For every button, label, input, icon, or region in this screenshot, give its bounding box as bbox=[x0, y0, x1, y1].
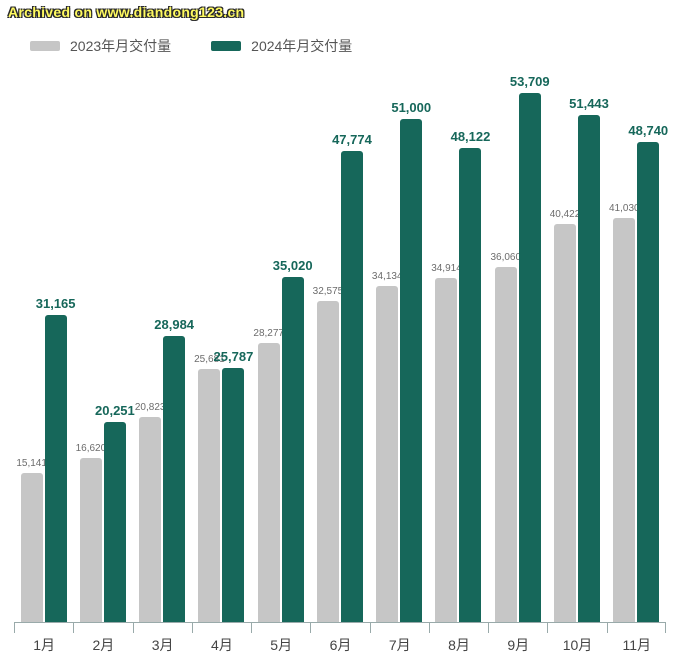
x-axis-tick: 5月 bbox=[251, 623, 310, 633]
x-axis-label: 7月 bbox=[371, 635, 429, 655]
x-axis-label: 2月 bbox=[74, 635, 132, 655]
chart-plot-area: 15,14131,16516,62020,25120,82328,98425,6… bbox=[14, 70, 666, 622]
bar-label-2024: 25,787 bbox=[214, 349, 254, 368]
x-axis-tick: 6月 bbox=[310, 623, 369, 633]
bar-label-2024: 51,443 bbox=[569, 96, 609, 115]
bar-group: 41,03048,740 bbox=[607, 70, 666, 622]
bar-2023: 16,620 bbox=[80, 458, 102, 622]
bar-label-2024: 48,122 bbox=[451, 129, 491, 148]
archive-watermark: Archived on www.diandong123.cn bbox=[8, 4, 244, 20]
x-axis-tick: 9月 bbox=[488, 623, 547, 633]
x-axis-label: 3月 bbox=[134, 635, 192, 655]
x-axis-label: 8月 bbox=[430, 635, 488, 655]
x-axis-label: 9月 bbox=[489, 635, 547, 655]
legend-item-2024: 2024年月交付量 bbox=[211, 36, 352, 56]
bar-2024: 28,984 bbox=[163, 336, 185, 622]
bar-label-2024: 28,984 bbox=[154, 317, 194, 336]
bar-2024: 31,165 bbox=[45, 315, 67, 622]
legend-label-2023: 2023年月交付量 bbox=[70, 36, 171, 56]
bar-2023: 32,575 bbox=[317, 301, 339, 622]
x-axis-label: 11月 bbox=[608, 635, 666, 655]
bar-label-2023: 15,141 bbox=[16, 458, 47, 473]
x-axis-label: 10月 bbox=[548, 635, 606, 655]
bar-group: 34,91448,122 bbox=[429, 70, 488, 622]
bar-2024: 47,774 bbox=[341, 151, 363, 622]
bar-group: 25,68125,787 bbox=[192, 70, 251, 622]
chart-x-axis: 1月2月3月4月5月6月7月8月9月10月11月 bbox=[14, 622, 666, 658]
bar-label-2023: 20,823 bbox=[135, 402, 166, 417]
x-axis-tick: 4月 bbox=[192, 623, 251, 633]
legend-item-2023: 2023年月交付量 bbox=[30, 36, 171, 56]
bar-2023: 34,134 bbox=[376, 286, 398, 622]
bar-2023: 34,914 bbox=[435, 278, 457, 622]
bar-label-2024: 47,774 bbox=[332, 132, 372, 151]
bar-group: 16,62020,251 bbox=[73, 70, 132, 622]
bar-2023: 20,823 bbox=[139, 417, 161, 622]
bar-2023: 36,060 bbox=[495, 267, 517, 622]
bar-label-2023: 16,620 bbox=[76, 443, 107, 458]
bar-2023: 15,141 bbox=[21, 473, 43, 622]
bar-group: 20,82328,984 bbox=[133, 70, 192, 622]
chart-legend: 2023年月交付量 2024年月交付量 bbox=[30, 36, 352, 56]
x-axis-label: 6月 bbox=[311, 635, 369, 655]
x-axis-tick: 10月 bbox=[547, 623, 606, 633]
legend-swatch-2024 bbox=[211, 41, 241, 51]
bar-group: 40,42251,443 bbox=[547, 70, 606, 622]
bar-2024: 48,122 bbox=[459, 148, 481, 622]
bar-label-2024: 51,000 bbox=[391, 100, 431, 119]
bar-label-2024: 35,020 bbox=[273, 258, 313, 277]
bar-2023: 28,277 bbox=[258, 343, 280, 622]
x-axis-tick: 3月 bbox=[133, 623, 192, 633]
bar-label-2023: 41,030 bbox=[609, 203, 640, 218]
bar-label-2023: 36,060 bbox=[490, 252, 521, 267]
x-axis-tick: 1月 bbox=[14, 623, 73, 633]
bar-label-2024: 20,251 bbox=[95, 403, 135, 422]
bar-label-2023: 34,134 bbox=[372, 271, 403, 286]
bar-label-2023: 32,575 bbox=[313, 286, 344, 301]
legend-label-2024: 2024年月交付量 bbox=[251, 36, 352, 56]
bar-2024: 25,787 bbox=[222, 368, 244, 622]
x-axis-label: 5月 bbox=[252, 635, 310, 655]
x-axis-label: 1月 bbox=[15, 635, 73, 655]
bar-2024: 48,740 bbox=[637, 142, 659, 622]
bar-2024: 20,251 bbox=[104, 422, 126, 622]
bar-label-2024: 48,740 bbox=[628, 123, 668, 142]
bar-2024: 51,000 bbox=[400, 119, 422, 622]
x-axis-tick: 7月 bbox=[370, 623, 429, 633]
bar-group: 28,27735,020 bbox=[251, 70, 310, 622]
x-axis-tick: 2月 bbox=[73, 623, 132, 633]
x-axis-tick: 11月 bbox=[607, 623, 666, 633]
bar-2024: 51,443 bbox=[578, 115, 600, 622]
bar-label-2024: 31,165 bbox=[36, 296, 76, 315]
bar-group: 36,06053,709 bbox=[488, 70, 547, 622]
bar-label-2024: 53,709 bbox=[510, 74, 550, 93]
bar-group: 34,13451,000 bbox=[370, 70, 429, 622]
x-axis-label: 4月 bbox=[193, 635, 251, 655]
bar-label-2023: 28,277 bbox=[253, 328, 284, 343]
bar-label-2023: 34,914 bbox=[431, 263, 462, 278]
bar-group: 32,57547,774 bbox=[310, 70, 369, 622]
bar-group: 15,14131,165 bbox=[14, 70, 73, 622]
bar-2023: 40,422 bbox=[554, 224, 576, 622]
bar-2023: 41,030 bbox=[613, 218, 635, 622]
bar-label-2023: 40,422 bbox=[550, 209, 581, 224]
x-axis-tick: 8月 bbox=[429, 623, 488, 633]
bar-2024: 53,709 bbox=[519, 93, 541, 622]
bar-2024: 35,020 bbox=[282, 277, 304, 622]
legend-swatch-2023 bbox=[30, 41, 60, 51]
bar-2023: 25,681 bbox=[198, 369, 220, 622]
